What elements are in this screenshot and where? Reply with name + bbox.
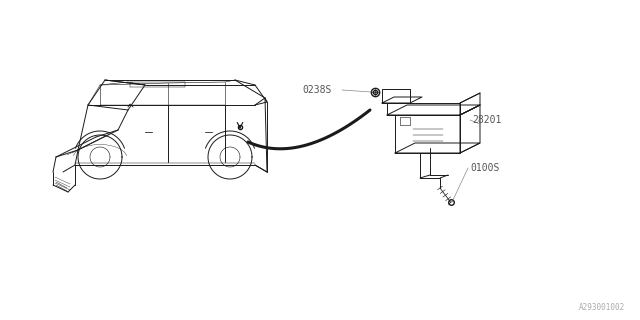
Text: 28201: 28201: [472, 115, 501, 125]
Text: 0100S: 0100S: [470, 163, 499, 173]
Text: A293001002: A293001002: [579, 303, 625, 312]
Text: 0238S: 0238S: [302, 85, 332, 95]
